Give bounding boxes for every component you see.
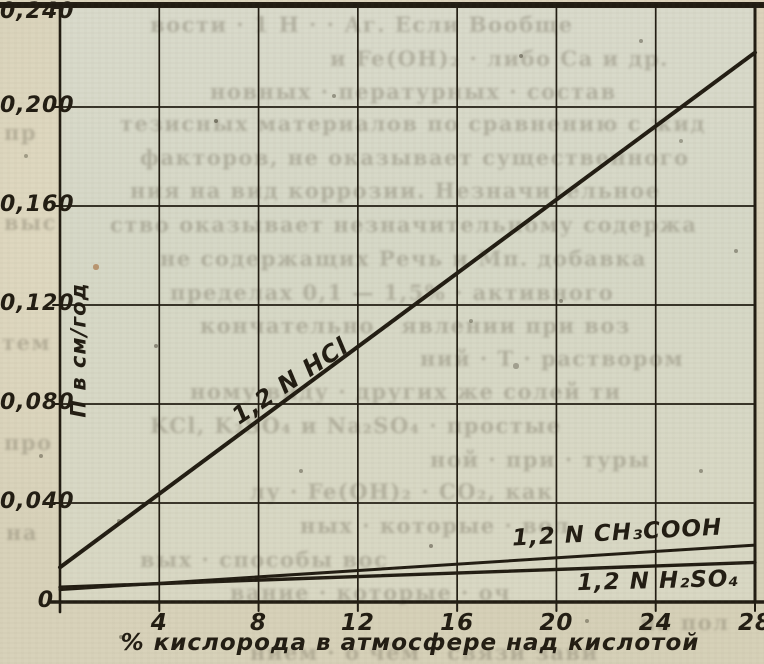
y-tick-label: 0,200 (0, 93, 75, 118)
y-tick-label: 0 (37, 588, 54, 613)
y-tick-label: 0,080 (0, 390, 75, 415)
x-tick-label: 12 (340, 610, 375, 636)
scan-speckles (0, 0, 2, 2)
x-tick-label: 4 (150, 610, 168, 636)
x-axis-title: % кислорода в атмосфере над кислотой (120, 630, 700, 656)
y-tick-label: 0,160 (0, 192, 75, 217)
y-tick-label: 0,240 (0, 0, 75, 24)
y-tick-label: 0,120 (0, 291, 75, 316)
y-axis-title: П в см/год (66, 282, 91, 418)
series-label-h2so4: 1,2 N H₂SO₄ (576, 565, 740, 597)
x-tick-label: 20 (539, 610, 574, 636)
x-tick-label: 16 (440, 610, 475, 636)
y-tick-label: 0,040 (0, 489, 75, 514)
x-tick-label: 8 (250, 610, 268, 636)
x-tick-label: 24 (638, 610, 673, 636)
x-tick-label: 28 (737, 610, 764, 636)
